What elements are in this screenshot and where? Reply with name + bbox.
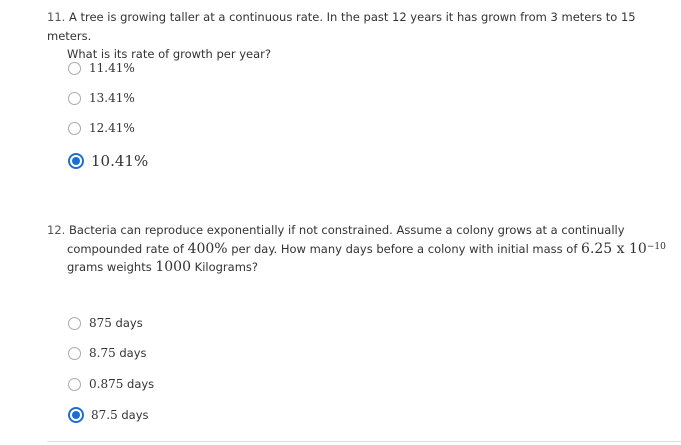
text: grams weights [67,260,156,274]
q11-option-4[interactable]: 10.41% [68,151,148,171]
question-12-text-line1: 12. Bacteria can reproduce exponentially… [47,221,666,240]
option-label: 875 days [89,316,143,330]
question-number: 11. [47,10,66,24]
question-number: 12. [47,223,66,237]
radio-button[interactable] [68,346,81,360]
option-label: 12.41% [89,121,135,135]
mass-value: 6.25 x 10 [581,240,647,257]
rate-value: 400% [187,240,228,257]
divider [47,441,681,442]
question-11-text-line1: 11. A tree is growing taller at a contin… [47,8,681,45]
q12-option-4[interactable]: 87.5 days [68,405,149,425]
q12-option-1[interactable]: 875 days [68,313,143,333]
option-value: 8.75 [89,346,116,360]
radio-button[interactable] [68,316,81,330]
option-value: 0.875 [89,377,124,391]
question-11: 11. A tree is growing taller at a contin… [47,8,681,64]
radio-button-selected[interactable] [68,407,84,423]
radio-button[interactable] [68,61,81,75]
text: compounded rate of [67,241,188,256]
option-unit: days [111,316,143,330]
option-unit: days [117,408,149,422]
option-label: 11.41% [89,61,135,75]
q12-option-2[interactable]: 8.75 days [68,343,147,363]
q12-option-3[interactable]: 0.875 days [68,374,154,394]
q11-option-3[interactable]: 12.41% [68,118,135,138]
question-12: 12. Bacteria can reproduce exponentially… [47,221,666,277]
option-value: 875 [89,316,112,330]
option-unit: days [115,346,147,360]
question-12-text-line3: grams weights 1000 Kilograms? [47,258,666,277]
radio-button[interactable] [68,91,81,105]
option-label: 13.41% [89,91,135,105]
option-label: 8.75 days [89,346,147,360]
target-mass: 1000 [155,259,191,275]
radio-button[interactable] [68,377,81,391]
question-12-text-line2: compounded rate of 400% per day. How man… [47,240,666,259]
option-unit: days [123,377,155,391]
option-label: 87.5 days [91,408,149,422]
q11-option-2[interactable]: 13.41% [68,88,135,108]
question-text: Bacteria can reproduce exponentially if … [68,223,625,237]
mass-exponent: −10 [646,241,666,252]
option-label: 10.41% [91,152,149,170]
question-11-text-line2: What is its rate of growth per year? [67,47,272,61]
q11-option-1[interactable]: 11.41% [68,58,135,78]
question-text: A tree is growing taller at a continuous… [47,10,636,43]
radio-button-selected[interactable] [68,153,84,169]
text: Kilograms? [191,260,258,274]
option-label: 0.875 days [89,377,154,391]
option-value: 87.5 [91,408,118,422]
radio-button[interactable] [68,121,81,135]
text: per day. How many days before a colony w… [227,241,582,256]
